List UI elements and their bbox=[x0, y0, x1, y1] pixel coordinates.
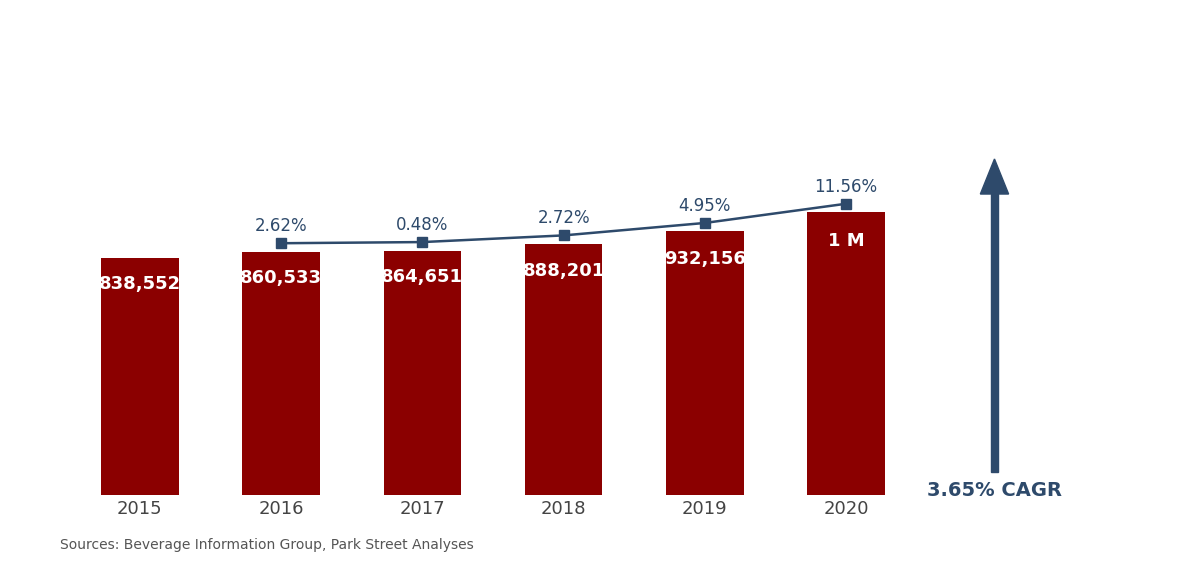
Text: Sources: Beverage Information Group, Park Street Analyses: Sources: Beverage Information Group, Par… bbox=[60, 538, 474, 552]
Text: 864,651: 864,651 bbox=[382, 268, 463, 285]
Bar bbox=[524, 244, 602, 495]
Bar bbox=[808, 212, 884, 495]
Text: 888,201: 888,201 bbox=[522, 261, 605, 279]
Bar bbox=[101, 258, 179, 495]
Text: 4.95%: 4.95% bbox=[679, 197, 731, 215]
Bar bbox=[242, 252, 320, 495]
Text: 838,552: 838,552 bbox=[98, 275, 181, 293]
Text: 2.72%: 2.72% bbox=[538, 209, 590, 227]
Text: 2.62%: 2.62% bbox=[254, 217, 307, 235]
Text: 3.65% CAGR: 3.65% CAGR bbox=[926, 481, 1062, 499]
Text: 11.56%: 11.56% bbox=[815, 178, 877, 196]
Bar bbox=[666, 231, 744, 495]
Text: 932,156: 932,156 bbox=[664, 250, 746, 268]
Text: 860,533: 860,533 bbox=[240, 269, 322, 287]
Bar bbox=[990, 194, 998, 472]
Bar bbox=[384, 251, 461, 495]
Text: 0.48%: 0.48% bbox=[396, 216, 449, 234]
Polygon shape bbox=[980, 159, 1009, 194]
Text: 1 M: 1 M bbox=[828, 232, 864, 250]
